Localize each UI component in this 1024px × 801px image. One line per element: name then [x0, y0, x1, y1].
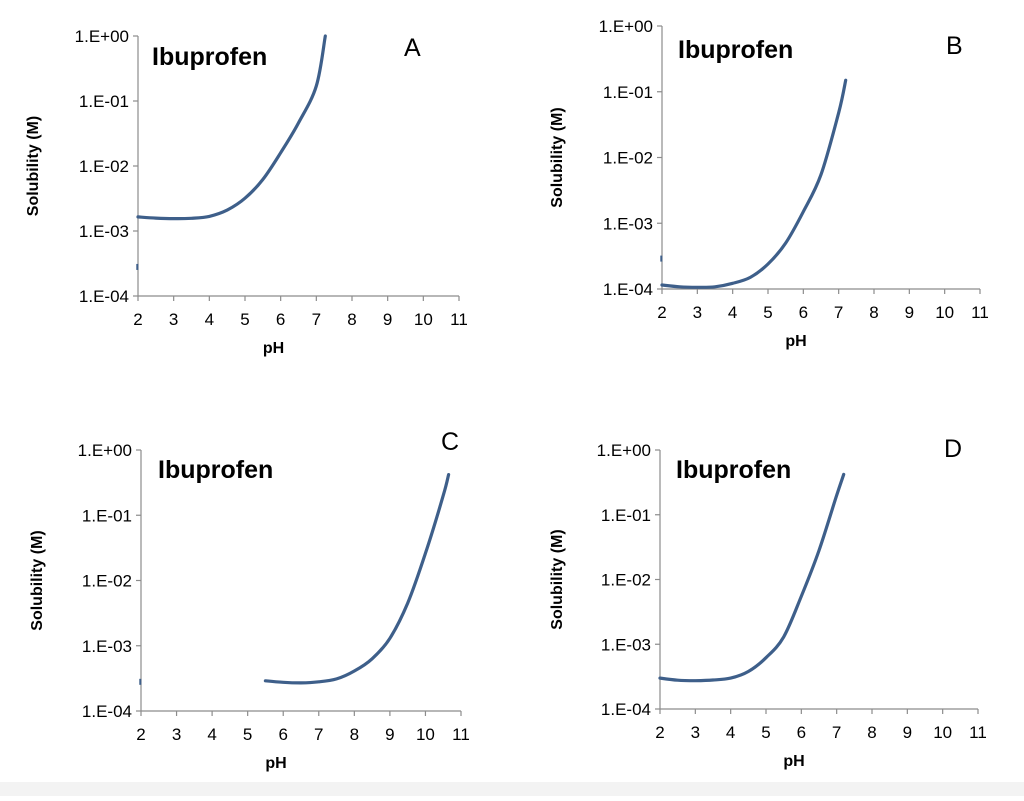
x-tick-label: 11 [450, 310, 468, 329]
y-tick-label: 1.E-04 [601, 700, 651, 719]
x-axis-label: pH [785, 333, 806, 350]
y-tick-label: 1.E-04 [79, 287, 129, 306]
chart-panel-c: 1.E-04 1.E-03 1.E-02 1.E-01 1.E+00 2 3 4 5 6 7 8 9 10… [29, 428, 470, 772]
x-tick-label: 4 [205, 310, 214, 329]
y-axis-label: Solubility (M) [549, 107, 566, 207]
x-tick-label: 4 [726, 723, 735, 742]
x-tick-label: 10 [414, 310, 433, 329]
x-tick-label: 11 [452, 725, 470, 744]
bottom-strip [0, 782, 1024, 796]
chart-title: Ibuprofen [158, 456, 273, 484]
y-tick-label: 1.E+00 [597, 441, 651, 460]
x-tick-label: 9 [385, 725, 394, 744]
y-tick-label: 1.E-03 [82, 637, 132, 656]
y-tick-label: 1.E-01 [603, 83, 653, 102]
x-tick-label: 9 [383, 310, 392, 329]
x-axis-label: pH [265, 755, 286, 772]
x-tick-label: 4 [728, 303, 737, 322]
x-tick-label: 10 [933, 723, 952, 742]
x-tick-label: 6 [797, 723, 806, 742]
x-axis-label: pH [783, 753, 804, 770]
y-tick-label: 1.E+00 [75, 27, 129, 46]
chart-panel-b: 1.E-04 1.E-03 1.E-02 1.E-01 1.E+00 2 3 4 5 6 7 8 9 10… [549, 17, 989, 350]
chart-panel-a: 1.E-04 1.E-03 1.E-02 1.E-01 1.E+00 2 3 4 5 6 7 8 9 10… [25, 27, 468, 357]
x-tick-label: 6 [799, 303, 808, 322]
panel-label: A [404, 34, 421, 62]
y-tick-label: 1.E-03 [79, 222, 129, 241]
y-tick-label: 1.E-04 [603, 280, 653, 299]
x-tick-label: 3 [172, 725, 181, 744]
x-tick-label: 3 [169, 310, 178, 329]
y-tick-label: 1.E-02 [603, 149, 653, 168]
y-tick-label: 1.E-01 [601, 506, 651, 525]
x-tick-label: 10 [935, 303, 954, 322]
x-tick-label: 7 [832, 723, 841, 742]
x-tick-label: 8 [867, 723, 876, 742]
chart-title: Ibuprofen [152, 43, 267, 71]
x-tick-label: 8 [869, 303, 878, 322]
y-tick-label: 1.E-01 [82, 506, 132, 525]
y-tick-label: 1.E-02 [82, 572, 132, 591]
x-tick-label: 5 [761, 723, 770, 742]
y-axis-label: Solubility (M) [25, 116, 42, 216]
x-tick-label: 5 [763, 303, 772, 322]
x-tick-label: 6 [278, 725, 287, 744]
panel-label: D [944, 435, 962, 463]
x-tick-label: 9 [905, 303, 914, 322]
y-tick-label: 1.E-02 [601, 571, 651, 590]
y-tick-label: 1.E-03 [603, 214, 653, 233]
x-tick-label: 3 [693, 303, 702, 322]
x-axis-label: pH [263, 340, 284, 357]
series-line [136, 34, 327, 221]
series-line [658, 472, 846, 683]
x-tick-label: 2 [657, 303, 666, 322]
series-line [263, 473, 451, 685]
x-tick-label: 8 [347, 310, 356, 329]
series-line [660, 78, 848, 289]
x-tick-label: 2 [655, 723, 664, 742]
panel-label: C [441, 428, 459, 456]
chart-panel-d: 1.E-04 1.E-03 1.E-02 1.E-01 1.E+00 2 3 4 5 6 7 8 9 10… [549, 435, 987, 770]
x-tick-label: 2 [133, 310, 142, 329]
y-tick-label: 1.E-02 [79, 157, 129, 176]
y-tick-label: 1.E+00 [599, 17, 653, 36]
x-tick-label: 2 [136, 725, 145, 744]
x-tick-label: 6 [276, 310, 285, 329]
x-tick-label: 11 [969, 723, 987, 742]
x-tick-label: 7 [314, 725, 323, 744]
x-tick-label: 9 [903, 723, 912, 742]
y-tick-label: 1.E-01 [79, 92, 129, 111]
chart-title: Ibuprofen [678, 36, 793, 64]
x-tick-label: 5 [240, 310, 249, 329]
x-tick-label: 4 [207, 725, 216, 744]
chart-title: Ibuprofen [676, 456, 791, 484]
x-tick-label: 11 [971, 303, 989, 322]
x-tick-label: 5 [243, 725, 252, 744]
x-tick-label: 7 [834, 303, 843, 322]
x-tick-label: 10 [416, 725, 435, 744]
y-tick-label: 1.E-04 [82, 702, 132, 721]
y-axis-label: Solubility (M) [29, 530, 46, 630]
panel-label: B [946, 32, 963, 60]
x-tick-label: 7 [312, 310, 321, 329]
x-tick-label: 3 [691, 723, 700, 742]
y-tick-label: 1.E+00 [78, 441, 132, 460]
x-tick-label: 8 [350, 725, 359, 744]
y-tick-label: 1.E-03 [601, 635, 651, 654]
y-axis-label: Solubility (M) [549, 529, 566, 629]
